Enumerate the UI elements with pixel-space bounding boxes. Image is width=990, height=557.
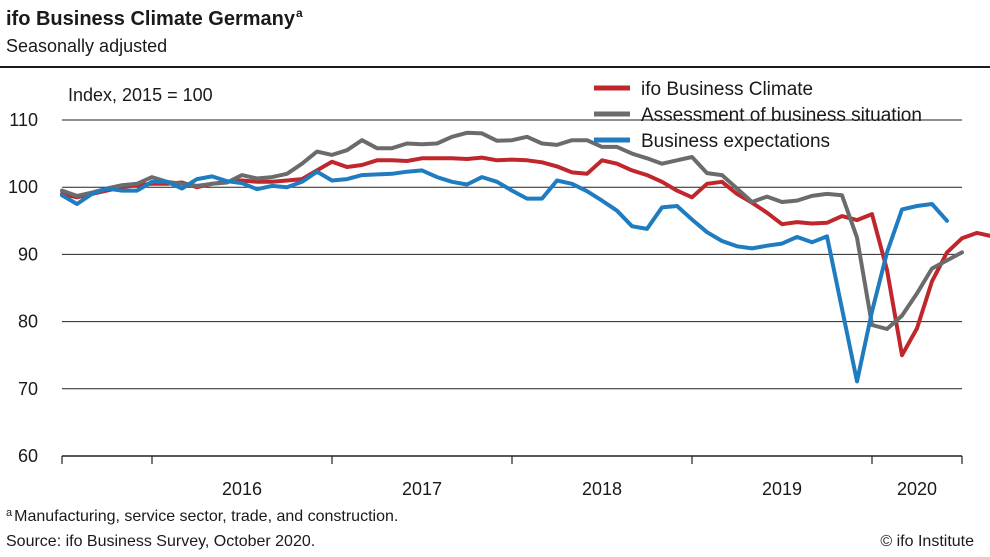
y-tick-label-70: 70 — [18, 379, 38, 399]
x-tick-label-2020: 2020 — [897, 479, 937, 499]
x-tick-label-2016: 2016 — [222, 479, 262, 499]
x-tick-label-2018: 2018 — [582, 479, 622, 499]
chart-subtitle: Seasonally adjusted — [6, 36, 168, 56]
y-tick-label-60: 60 — [18, 446, 38, 466]
header-rule — [0, 66, 990, 68]
legend-label-1: ifo Business Climate — [641, 79, 813, 100]
source-note: Source: ifo Business Survey, October 202… — [6, 533, 316, 550]
x-tick-label-2019: 2019 — [762, 479, 802, 499]
x-tick-label-2017: 2017 — [402, 479, 442, 499]
index-note: Index, 2015 = 100 — [68, 85, 213, 105]
footnote: a Manufacturing, service sector, trade, a… — [6, 507, 398, 526]
footnote-marker: a — [6, 507, 13, 519]
footnote-text: Manufacturing, service sector, trade, an… — [14, 508, 399, 525]
copyright: © ifo Institute — [880, 533, 974, 550]
y-tick-label-90: 90 — [18, 244, 38, 264]
legend-label-3: Business expectations — [641, 131, 830, 152]
series-line-2 — [60, 130, 964, 331]
y-tick-label-100: 100 — [8, 177, 38, 197]
title-footnote-marker: a — [295, 6, 303, 20]
series-line-3 — [60, 168, 949, 384]
y-tick-label-80: 80 — [18, 312, 38, 332]
chart-title-text: ifo Business Climate Germany — [6, 8, 295, 30]
chart-title: ifo Business Climate Germanya — [6, 6, 303, 31]
y-tick-label-110: 110 — [9, 110, 38, 130]
legend-label-2: Assessment of business situation — [641, 105, 922, 126]
